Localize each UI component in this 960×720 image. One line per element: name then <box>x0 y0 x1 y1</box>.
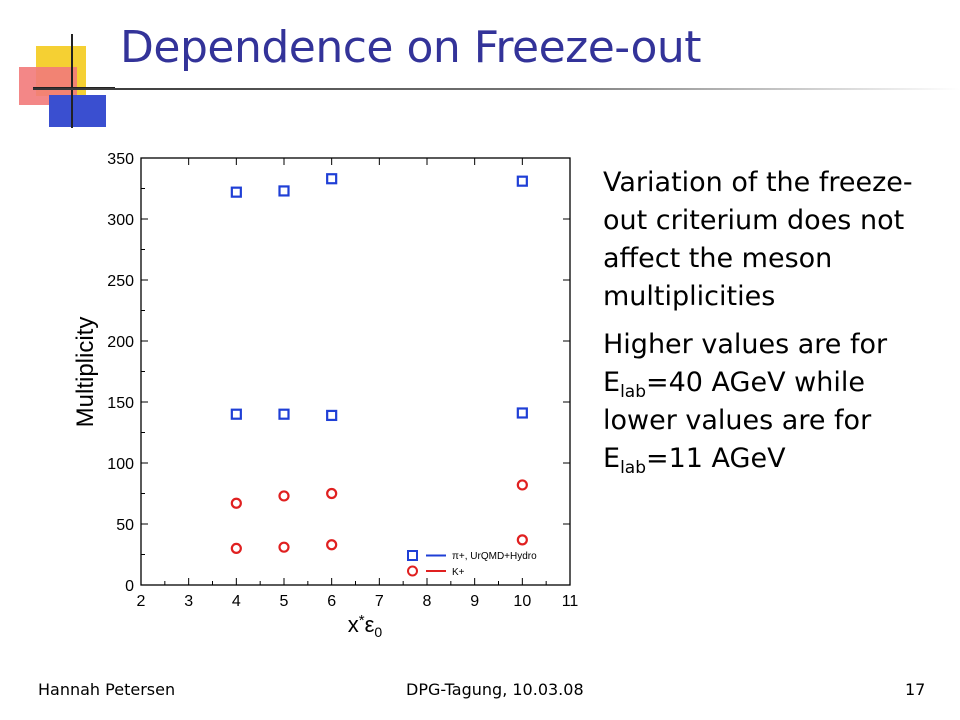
legend-label-kaon: K+ <box>452 567 465 578</box>
data-point-square <box>516 407 528 419</box>
x-tick-label: 5 <box>280 593 289 610</box>
text-line-higher: Higher values are for <box>603 329 888 360</box>
x-tick-label: 2 <box>137 593 146 610</box>
data-point-square <box>230 408 242 420</box>
y-tick-label: 250 <box>107 273 134 290</box>
text-energy-40: =40 AGeV while <box>646 367 865 398</box>
text-paragraph-2: Higher values are for Elab=40 AGeV while… <box>603 326 953 478</box>
x-axis-label: x*ε0 <box>348 612 383 640</box>
text-e-symbol-1: E <box>603 367 621 398</box>
x-tick-label: 4 <box>232 593 241 610</box>
multiplicity-chart: 2 3 4 5 6 7 8 9 10 11 0 50 100 150 200 250 300 350 Multi… <box>72 151 579 640</box>
data-point-square <box>516 175 528 187</box>
x-axis-label-star: * <box>359 612 365 629</box>
data-point-circle <box>230 497 242 509</box>
footer-page-number: 17 <box>905 680 926 699</box>
data-point-square <box>278 185 290 197</box>
x-tick-label: 8 <box>423 593 432 610</box>
text-e-symbol-2: E <box>603 443 621 474</box>
data-point-square <box>230 186 242 198</box>
title-underline <box>33 88 960 90</box>
text-sub-lab-2: lab <box>620 458 646 478</box>
y-axis-ticks <box>141 157 570 586</box>
text-sub-lab-1: lab <box>620 382 646 402</box>
x-tick-label: 6 <box>327 593 336 610</box>
x-tick-label: 7 <box>375 593 384 610</box>
slide-title: Dependence on Freeze-out <box>120 22 702 73</box>
legend-marker-circle <box>407 565 418 577</box>
chart-legend: π+, UrQMD+Hydro K+ <box>407 550 537 578</box>
data-point-circle <box>326 539 338 551</box>
data-point-circle <box>278 541 290 553</box>
logo-blue-square <box>49 95 106 127</box>
x-axis-label-sub: 0 <box>374 624 382 640</box>
data-points <box>230 173 528 554</box>
data-point-circle <box>278 490 290 502</box>
footer-author: Hannah Petersen <box>38 680 176 699</box>
text-paragraph-1: Variation of the freeze-out criterium do… <box>603 167 913 312</box>
data-point-square <box>326 173 338 185</box>
footer-event: DPG-Tagung, 10.03.08 <box>406 680 584 699</box>
data-point-circle <box>516 479 528 491</box>
y-tick-label: 0 <box>125 578 134 595</box>
plot-frame <box>140 157 571 586</box>
data-point-square <box>278 408 290 420</box>
slide-text: Variation of the freeze-out criterium do… <box>603 164 953 488</box>
data-point-circle <box>516 534 528 546</box>
presentation-logo <box>19 34 115 128</box>
y-tick-label: 150 <box>107 395 134 412</box>
x-tick-labels: 2 3 4 5 6 7 8 9 10 11 <box>137 593 579 610</box>
y-tick-label: 300 <box>107 212 134 229</box>
text-line-lower: lower values are for <box>603 405 872 436</box>
x-axis-label-x: x <box>348 612 359 637</box>
x-tick-label: 11 <box>562 593 579 610</box>
x-tick-label: 10 <box>513 593 531 610</box>
legend-label-pion: π+, UrQMD+Hydro <box>452 551 537 562</box>
y-tick-label: 50 <box>116 517 134 534</box>
y-axis-label: Multiplicity <box>72 317 99 428</box>
y-tick-label: 100 <box>107 456 134 473</box>
y-tick-label: 200 <box>107 334 134 351</box>
legend-marker-square <box>407 550 418 561</box>
x-tick-label: 3 <box>184 593 193 610</box>
y-tick-labels: 0 50 100 150 200 250 300 350 <box>107 151 134 595</box>
data-point-circle <box>230 542 242 554</box>
x-axis-label-eps: ε <box>365 612 375 637</box>
data-point-circle <box>326 487 338 500</box>
x-tick-label: 9 <box>470 593 479 610</box>
x-axis-ticks <box>140 158 571 585</box>
y-tick-label: 350 <box>107 151 134 168</box>
text-energy-11: =11 AGeV <box>646 443 786 474</box>
data-point-square <box>326 409 338 422</box>
